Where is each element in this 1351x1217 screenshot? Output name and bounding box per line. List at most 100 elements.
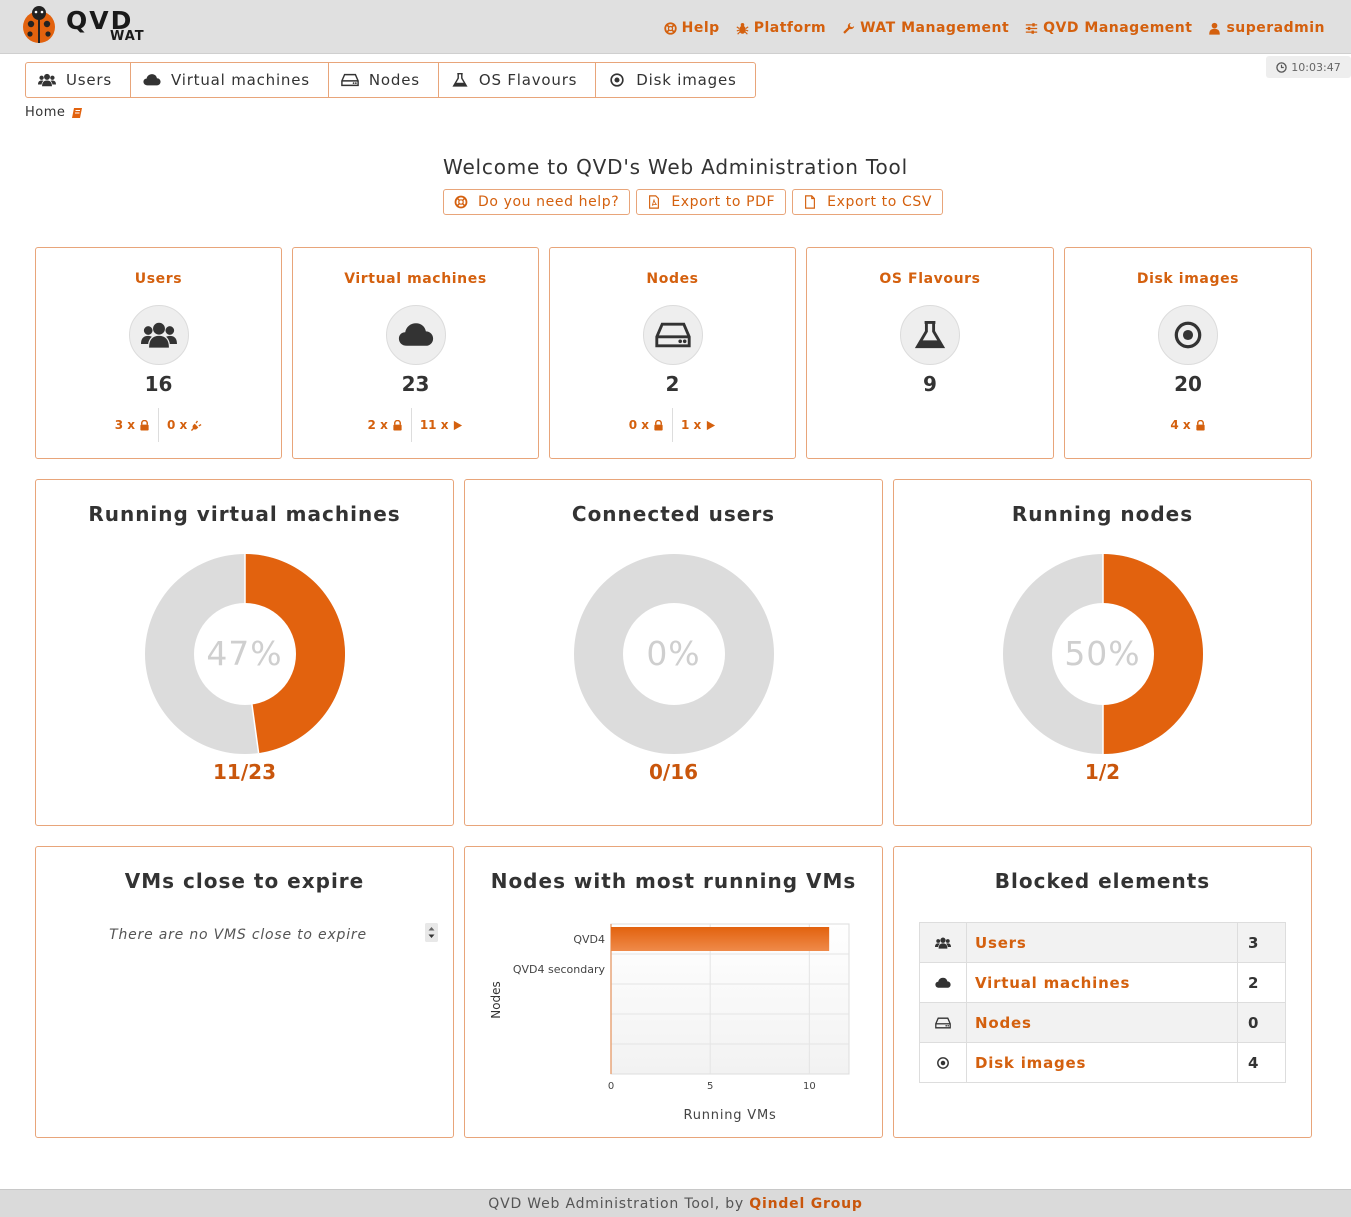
book-icon[interactable] [71,107,83,119]
topnav-help-label: Help [681,20,720,36]
export-csv-button[interactable]: Export to CSV [792,189,943,215]
menu-item-users-label: Users [66,71,113,89]
stat-title: Virtual machines [344,271,487,287]
donut-title: Connected users [571,502,776,526]
stat-sub: 0 x 1 x [550,408,795,442]
bug-icon [736,22,749,35]
blocked-elements-card: Blocked elements Users 3 Virtual machine… [893,846,1312,1138]
logo-text: QVD [66,6,134,35]
stat-blocked-nodes[interactable]: 0 x [621,408,672,442]
stat-blocked-users[interactable]: 3 x [107,408,158,442]
qvd-logo[interactable]: QVD WAT [18,4,148,46]
logo-subtext: WAT [110,29,145,44]
menu-item-users[interactable]: Users [26,63,132,97]
play-icon [707,420,716,430]
stat-icon-circle [900,305,960,365]
stat-card-virtual-machines[interactable]: Virtual machines 23 2 x 11 x [292,247,539,459]
row-icon [919,1042,967,1083]
blocked-users-count: 3 [1237,922,1286,963]
sliders-icon [1025,22,1038,34]
table-row[interactable]: Users 3 [919,922,1286,963]
donut-percent: 50% [1064,634,1141,673]
stat-blocked-vms[interactable]: 2 x [360,408,411,442]
menu-item-os-flavours[interactable]: OS Flavours [439,63,597,97]
stat-count: 16 [144,372,173,396]
topnav-qvd-management[interactable]: QVD Management [1025,20,1192,36]
menu-item-virtual-machines[interactable]: Virtual machines [131,63,329,97]
row-icon [919,922,967,963]
stat-sub: 2 x 11 x [293,408,538,442]
scroll-arrows-icon[interactable] [425,923,438,942]
stat-card-os-flavours[interactable]: OS Flavours 9 [806,247,1054,459]
stat-connected-users[interactable]: 0 x [158,408,210,442]
expire-card: VMs close to expire There are no VMS clo… [35,846,454,1138]
x-tick-label: 5 [707,1081,713,1092]
donut-card-connected-users: Connected users 0% 0/16 [464,479,883,826]
stat-running-nodes[interactable]: 1 x [672,408,724,442]
breadcrumb-home[interactable]: Home [25,105,66,120]
menu-item-nodes[interactable]: Nodes [329,63,439,97]
stat-sub-text: 2 x [367,418,388,432]
menu-item-nodes-label: Nodes [368,71,420,89]
donut-chart [144,554,345,754]
blocked-vms-count: 2 [1237,962,1286,1003]
stat-sub-text: 11 x [419,418,449,432]
page-actions: Do you need help? Export to PDF Export t… [443,189,943,215]
stat-sub-text: 0 x [167,418,188,432]
cloud-icon [398,323,433,346]
stat-title: Users [134,271,183,287]
hdd-icon [935,1017,951,1029]
clock-badge: 10:03:47 [1266,56,1351,78]
bar-qvd4[interactable] [611,927,830,951]
topnav-platform-label: Platform [753,20,827,36]
stat-sub-text: 3 x [114,418,135,432]
donut-hole [193,603,296,705]
help-button-label: Do you need help? [478,194,620,210]
stat-sub-text: 1 x [681,418,702,432]
clock-time: 10:03:47 [1291,60,1341,74]
topnav-user-label: superadmin [1226,20,1325,36]
topnav-platform[interactable]: Platform [736,20,826,36]
topnav-user-menu[interactable]: superadmin [1208,20,1325,36]
stat-card-users[interactable]: Users 16 3 x 0 x [35,247,282,459]
stat-card-nodes[interactable]: Nodes 2 0 x 1 x [549,247,796,459]
stat-icon-circle [128,305,189,365]
blocked-nodes-link[interactable]: Nodes [966,1002,1238,1043]
y-category-label: QVD4 [573,933,605,946]
help-button[interactable]: Do you need help? [443,189,631,215]
expire-title: VMs close to expire [124,869,365,893]
dot-circle-icon [937,1057,949,1069]
stat-sub-text: 0 x [628,418,649,432]
export-pdf-button[interactable]: Export to PDF [636,189,787,215]
top-navigation: Help Platform WAT Management QVD Managem… [663,20,1325,36]
blocked-users-link[interactable]: Users [966,922,1238,963]
footer-brand-link[interactable]: Qindel Group [749,1196,863,1212]
topnav-wat-management[interactable]: WAT Management [842,20,1009,36]
nodes-bar-chart: QVD4 QVD4 secondary 0 5 10 Running VMs Node… [489,923,850,1123]
stat-count: 9 [923,372,937,396]
ladybug-icon [23,6,55,43]
dot-circle-icon [1174,321,1202,349]
dot-circle-icon [610,73,624,87]
table-row[interactable]: Virtual machines 2 [919,962,1286,1003]
menu-item-disk-images[interactable]: Disk images [596,63,754,97]
donut-hole [1051,603,1154,705]
blocked-disk-images-link[interactable]: Disk images [966,1042,1238,1083]
stat-sub: 3 x 0 x [36,408,281,442]
topnav-help[interactable]: Help [663,20,720,36]
stat-count: 23 [401,372,430,396]
row-icon [919,962,967,1003]
stat-running-vms[interactable]: 11 x [410,408,472,442]
topnav-wat-management-label: WAT Management [860,20,1010,36]
table-row[interactable]: Nodes 0 [919,1002,1286,1043]
top-header: QVD WAT Help Platform WAT Management QVD… [0,0,1351,54]
stat-card-disk-images[interactable]: Disk images 20 4 x [1064,247,1312,459]
table-row[interactable]: Disk images 4 [919,1042,1286,1083]
users-icon [935,937,951,949]
stat-icon-circle [385,305,446,365]
lock-icon [654,419,663,431]
menu-item-os-flavours-label: OS Flavours [478,71,578,89]
stat-blocked-disk-images[interactable]: 4 x [1162,408,1213,442]
blocked-vms-link[interactable]: Virtual machines [966,962,1238,1003]
export-pdf-label: Export to PDF [671,194,776,210]
